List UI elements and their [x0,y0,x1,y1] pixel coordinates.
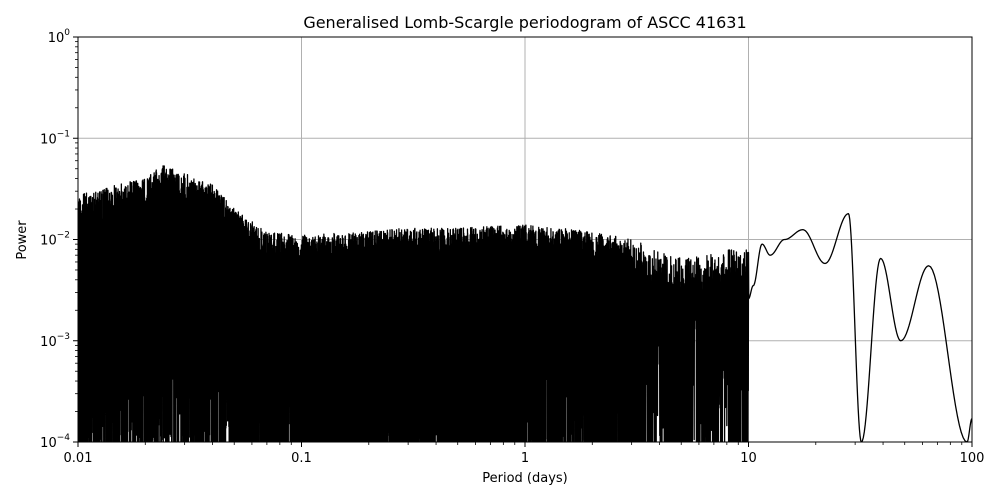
y-axis-label: Power [15,220,30,260]
y-tick-label: 10−2 [40,231,70,249]
y-tick-label: 100 [48,28,71,46]
x-tick-label: 0.01 [64,451,93,466]
x-tick-label: 100 [960,451,985,466]
y-tick-label: 10−4 [40,433,70,451]
x-axis-label: Period (days) [482,471,568,486]
power-curve [78,165,972,442]
x-tick-label: 10 [740,451,757,466]
chart-title: Generalised Lomb-Scargle periodogram of … [303,13,746,32]
x-tick-label: 0.1 [291,451,312,466]
data-series [78,165,972,442]
x-tick-label: 1 [521,451,529,466]
y-tick-label: 10−1 [40,129,70,147]
x-axis: 0.01 0.1 1 10 100 [64,442,985,466]
y-axis: 100 10−1 10−2 10−3 10−4 [40,28,78,451]
y-tick-label: 10−3 [40,332,70,350]
